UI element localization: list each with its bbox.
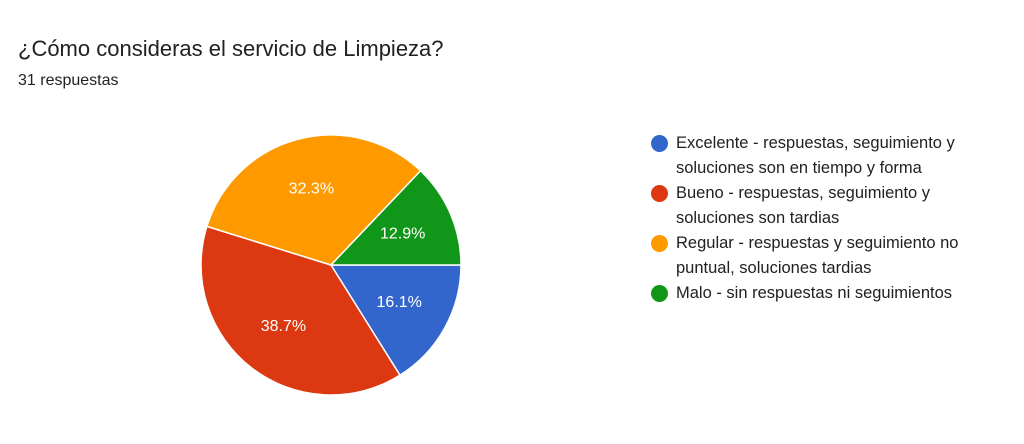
legend-item-malo[interactable]: Malo - sin respuestas ni seguimientos (651, 281, 1011, 306)
legend-swatch-malo (651, 285, 668, 302)
pie-label-bueno: 38.7% (261, 318, 306, 335)
legend-label-bueno: Bueno - respuestas, seguimiento y soluci… (676, 184, 931, 227)
pie-slice-excelente[interactable] (329, 264, 462, 377)
legend-label-malo: Malo - sin respuestas ni seguimientos (676, 284, 953, 302)
legend-swatch-excelente (651, 135, 668, 152)
pie-slices (200, 134, 462, 396)
legend-swatch-bueno (651, 185, 668, 202)
pie-slice-malo[interactable] (329, 169, 462, 266)
legend-item-regular[interactable]: Regular - respuestas y seguimiento no pu… (651, 231, 1011, 281)
pie-label-regular: 32.3% (289, 181, 334, 198)
pie-slice-bueno[interactable] (200, 225, 402, 396)
legend-item-bueno[interactable]: Bueno - respuestas, seguimiento y soluci… (651, 181, 1011, 231)
question-title: ¿Cómo consideras el servicio de Limpieza… (18, 36, 444, 61)
legend-swatch-regular (651, 235, 668, 252)
legend-item-excelente[interactable]: Excelente - respuestas, seguimiento y so… (651, 131, 1011, 181)
legend-label-regular: Regular - respuestas y seguimiento no pu… (676, 234, 959, 277)
pie-label-excelente: 16.1% (377, 294, 422, 311)
pie-slice-regular[interactable] (205, 134, 422, 266)
chart-legend: Excelente - respuestas, seguimiento y so… (651, 131, 1011, 306)
legend-label-excelente: Excelente - respuestas, seguimiento y so… (676, 134, 955, 177)
pie-labels: 16.1% 38.7% 32.3% 12.9% (261, 181, 426, 335)
pie-label-malo: 12.9% (380, 225, 425, 242)
response-count: 31 respuestas (18, 72, 119, 89)
